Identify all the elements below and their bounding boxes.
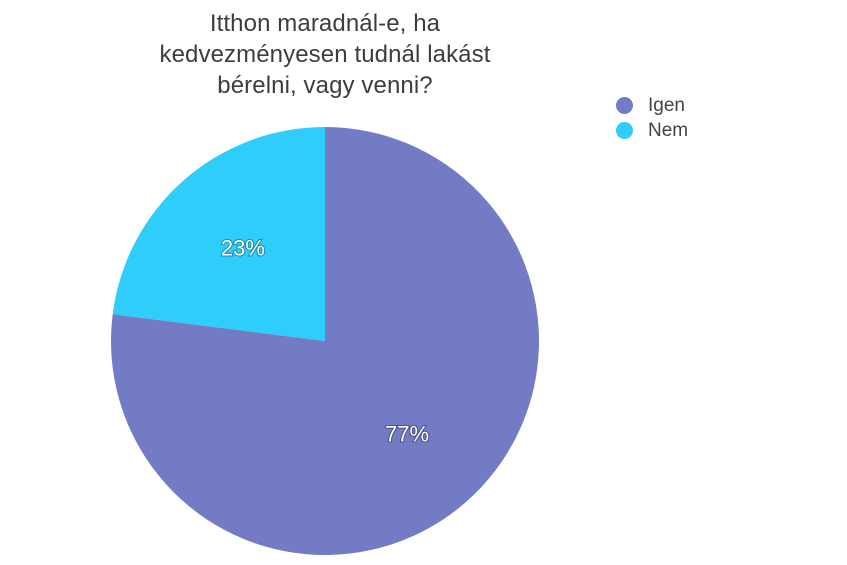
chart-title-line-2: kedvezményesen tudnál lakást: [159, 41, 491, 68]
legend-item-nem: Nem: [616, 118, 688, 143]
legend-swatch-igen: [616, 97, 633, 114]
pie-label-nem: 23%: [221, 235, 265, 260]
legend: Igen Nem: [616, 93, 688, 143]
legend-label-nem: Nem: [648, 119, 689, 141]
chart-title-line-3: bérelni, vagy venni?: [217, 72, 433, 99]
pie-labels: 77% 23%: [220, 234, 430, 447]
pie-label-igen: 77%: [385, 422, 429, 447]
chart-title-line-1: Itthon maradnál-e, ha: [209, 10, 441, 37]
legend-item-igen: Igen: [616, 93, 688, 118]
pie-slices: [111, 127, 539, 555]
pie-slice-nem: [112, 127, 325, 341]
chart-title: Itthon maradnál-e, ha kedvezményesen tud…: [115, 8, 535, 101]
legend-label-igen: Igen: [648, 94, 685, 116]
legend-swatch-nem: [616, 122, 633, 139]
